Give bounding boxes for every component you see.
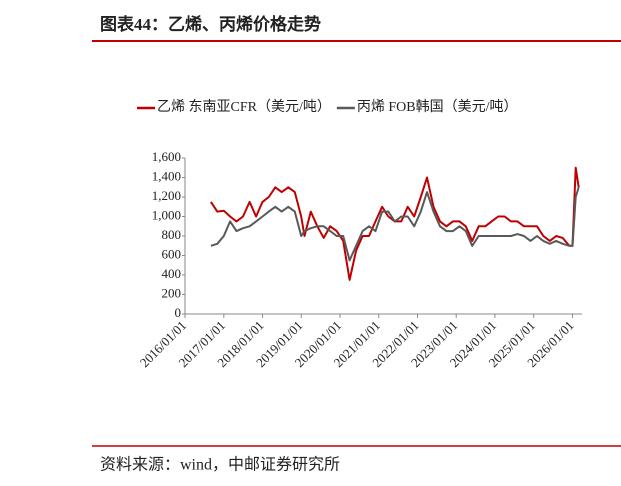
- y-tick-label: 0: [175, 305, 182, 320]
- y-tick-label: 800: [162, 227, 182, 242]
- y-tick-label: 1,000: [152, 207, 181, 222]
- source: 资料来源：wind，中邮证券研究所: [100, 456, 340, 474]
- y-tick-label: 200: [162, 285, 182, 300]
- y-tick-label: 1,200: [152, 188, 181, 203]
- y-tick-label: 1,400: [152, 168, 181, 183]
- y-tick-label: 1,600: [152, 149, 181, 164]
- series-line: [210, 166, 580, 281]
- title: 图表44：乙烯、丙烯价格走势: [100, 14, 321, 34]
- legend-label: 乙烯 东南亚CFR（美元/吨）: [157, 99, 331, 115]
- y-tick-label: 600: [162, 246, 182, 261]
- series-line: [210, 187, 580, 262]
- legend-label: 丙烯 FOB韩国（美元/吨）: [357, 99, 518, 115]
- y-tick-label: 400: [162, 266, 182, 281]
